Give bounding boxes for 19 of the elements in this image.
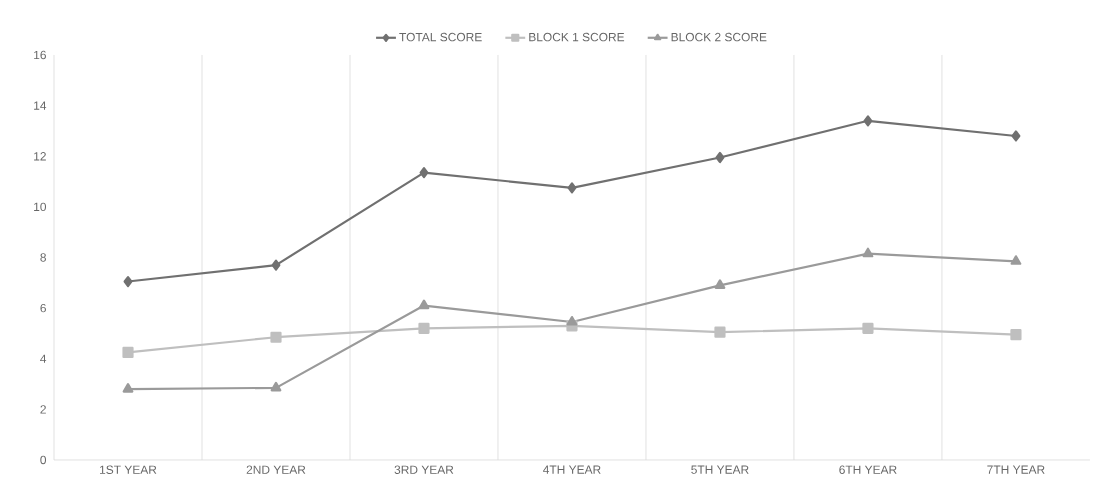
- x-tick-label: 2ND YEAR: [246, 465, 306, 474]
- y-tick-label: 16: [34, 50, 46, 60]
- x-tick-label: 5TH YEAR: [691, 465, 749, 474]
- x-tick-label: 4TH YEAR: [543, 465, 601, 474]
- y-tick-label: 4: [40, 354, 47, 363]
- x-tick-label: 1ST YEAR: [100, 465, 157, 474]
- y-tick-label: 0: [40, 455, 47, 465]
- legend-label: BLOCK 1 SCORE: [529, 32, 625, 42]
- y-tick-label: 10: [34, 202, 47, 212]
- x-tick-label: 7TH YEAR: [987, 465, 1045, 474]
- y-tick-label: 8: [40, 253, 46, 262]
- x-tick-label: 6TH YEAR: [839, 465, 897, 474]
- y-tick-label: 6: [40, 303, 46, 313]
- y-tick-label: 12: [34, 152, 46, 161]
- legend-label: TOTAL SCORE: [399, 32, 482, 42]
- x-tick-label: 3RD YEAR: [394, 465, 454, 474]
- y-tick-label: 2: [40, 405, 46, 414]
- y-tick-label: 14: [34, 101, 47, 110]
- legend-label: BLOCK 2 SCORE: [671, 32, 767, 42]
